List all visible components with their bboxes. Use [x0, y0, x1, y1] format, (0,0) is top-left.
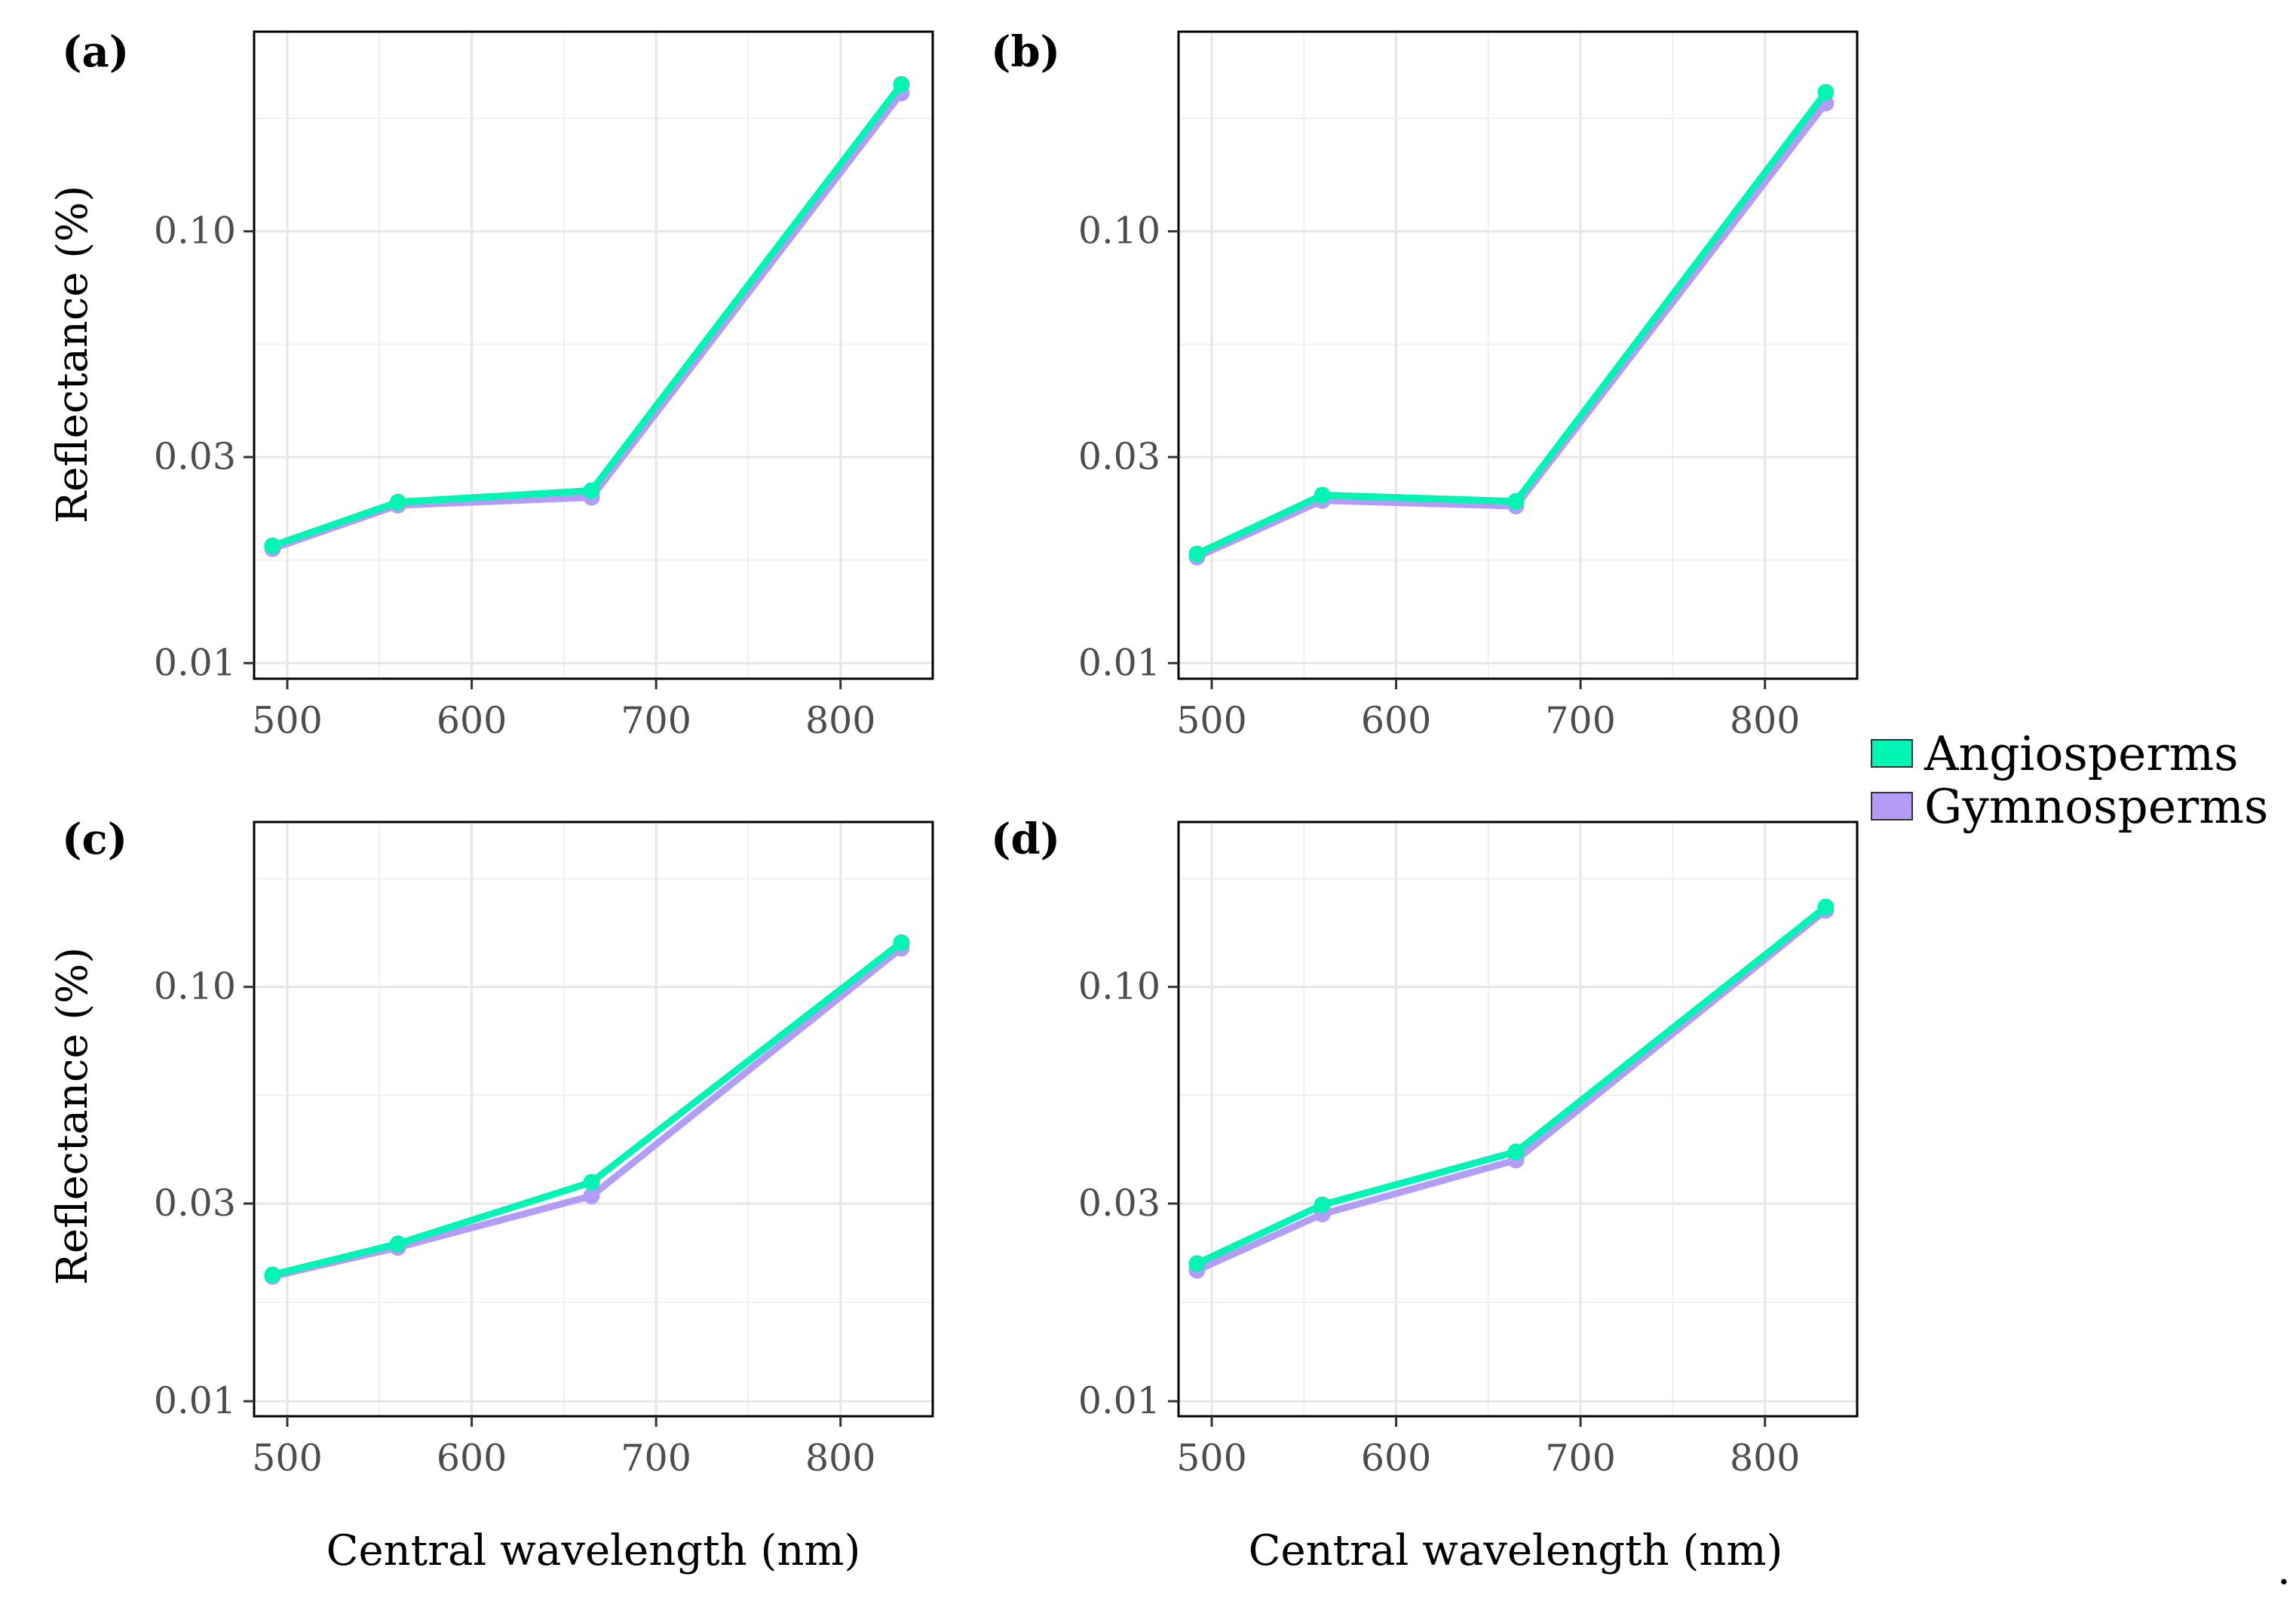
x-tick-label: 800	[1730, 1437, 1801, 1480]
series-line-gymnosperms	[271, 90, 904, 552]
x-tick-label: 600	[437, 699, 507, 742]
data-point-angiosperms	[1817, 84, 1835, 101]
series-line-angiosperms	[271, 940, 904, 1278]
plot-area: 500 600 700 800 0.01 0.03 0.10	[154, 30, 934, 742]
x-axis-title: Central wavelength (nm)	[1249, 1526, 1783, 1575]
series-line-angiosperms	[1195, 904, 1829, 1267]
data-point-angiosperms	[1188, 1255, 1206, 1272]
legend-label-angiosperms: Angiosperms	[1924, 726, 2239, 781]
y-axis-title: Reflectance (%)	[48, 186, 97, 523]
y-tick-label: 0.03	[154, 435, 236, 478]
legend-key-gymnosperms	[1871, 792, 1913, 820]
plot-frame	[253, 820, 934, 1418]
x-tick-label: 700	[1545, 1437, 1616, 1480]
panel-label: (d)	[991, 814, 1060, 864]
x-tick-label: 500	[252, 1437, 323, 1480]
data-point-angiosperms	[1817, 898, 1835, 916]
series-line-gymnosperms	[1195, 907, 1829, 1274]
y-tick-label: 0.03	[1078, 1182, 1160, 1225]
panel-c: (c) Reflectance (%) Central wavelength (…	[48, 814, 934, 1575]
data-point-angiosperms	[389, 1235, 406, 1253]
data-point-angiosperms	[389, 493, 406, 511]
y-tick-label: 0.10	[154, 965, 236, 1008]
series-line-gymnosperms	[271, 945, 904, 1281]
data-point-angiosperms	[1188, 545, 1206, 563]
y-tick-label: 0.01	[1078, 641, 1160, 684]
y-tick-label: 0.10	[1078, 965, 1160, 1008]
panel-b: (b) 500 600 700 800 0.01 0.03 0.10	[991, 27, 1859, 742]
y-tick-label: 0.01	[154, 641, 236, 684]
data-point-angiosperms	[583, 1173, 600, 1191]
legend: Angiosperms Gymnosperms	[1871, 726, 2268, 834]
data-point-angiosperms	[893, 75, 910, 93]
x-tick-label: 700	[1545, 699, 1616, 742]
data-point-angiosperms	[1507, 492, 1525, 510]
y-tick-label: 0.03	[154, 1182, 236, 1225]
x-tick-label: 500	[1176, 1437, 1247, 1480]
x-tick-label: 600	[1361, 699, 1432, 742]
series-line-gymnosperms	[1195, 101, 1829, 560]
x-tick-label: 700	[621, 1437, 691, 1480]
legend-key-angiosperms	[1871, 739, 1913, 768]
y-tick-label: 0.10	[154, 210, 236, 253]
plot-frame	[253, 30, 934, 680]
x-tick-label: 700	[621, 699, 691, 742]
plot-area: 500 600 700 800 0.01 0.03 0.10	[1078, 820, 1859, 1480]
x-tick-label: 600	[437, 1437, 507, 1480]
legend-label-gymnosperms: Gymnosperms	[1924, 779, 2268, 834]
x-tick-label: 500	[252, 699, 323, 742]
plot-frame	[1177, 820, 1859, 1418]
x-axis-title: Central wavelength (nm)	[326, 1526, 861, 1575]
x-tick-label: 500	[1176, 699, 1247, 742]
data-point-angiosperms	[893, 934, 910, 951]
data-point-angiosperms	[1507, 1143, 1525, 1161]
data-point-angiosperms	[264, 1266, 281, 1284]
panel-label: (c)	[62, 814, 127, 864]
data-point-angiosperms	[1314, 1196, 1331, 1213]
x-tick-label: 800	[805, 699, 876, 742]
series-line-angiosperms	[1195, 90, 1829, 557]
plot-area: 500 600 700 800 0.01 0.03 0.10	[154, 820, 934, 1480]
panel-label: (b)	[991, 27, 1060, 77]
series-line-angiosperms	[271, 82, 905, 549]
panel-a: (a) Reflectance (%) 500 600 700 800 0.01 0.03…	[48, 27, 934, 742]
plot-area: 500 600 700 800 0.01 0.03 0.10	[1078, 30, 1859, 742]
x-tick-label: 600	[1361, 1437, 1432, 1480]
y-tick-label: 0.03	[1078, 435, 1160, 478]
data-point-angiosperms	[264, 537, 281, 554]
x-tick-label: 800	[805, 1437, 876, 1480]
data-point-angiosperms	[583, 482, 600, 499]
data-point-gymnosperms	[583, 1187, 600, 1204]
trailing-period: .	[2277, 1545, 2291, 1594]
y-tick-label: 0.01	[154, 1379, 236, 1422]
panel-label: (a)	[62, 27, 129, 77]
x-tick-label: 800	[1730, 699, 1801, 742]
y-axis-title: Reflectance (%)	[48, 947, 97, 1285]
y-tick-label: 0.01	[1078, 1379, 1160, 1422]
plot-frame	[1177, 30, 1859, 680]
data-point-angiosperms	[1314, 486, 1331, 504]
panel-d: (d) Central wavelength (nm) 500 600 700 800…	[991, 814, 1859, 1575]
y-tick-label: 0.10	[1078, 210, 1160, 253]
